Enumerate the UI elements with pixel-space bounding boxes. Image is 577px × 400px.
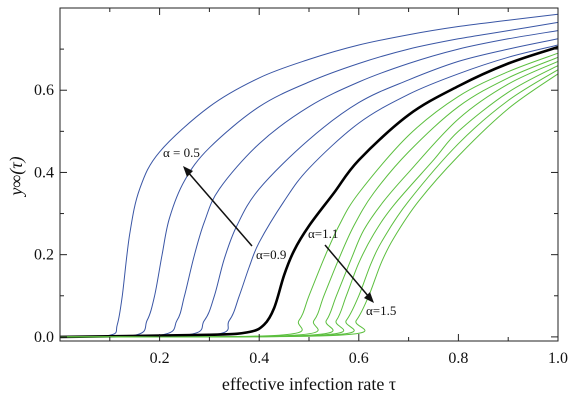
x-tick-label: 0.4 xyxy=(249,350,269,367)
annotation-alpha-0-9: α=0.9 xyxy=(256,247,286,262)
x-tick-label: 0.2 xyxy=(150,350,170,367)
x-axis-title: effective infection rate τ xyxy=(222,374,396,394)
ticks-layer: 0.2 0.4 0.6 0.8 1.0 0.0 0.2 0.4 0.6 xyxy=(34,8,568,367)
series-line-high-alpha-7 xyxy=(59,56,559,338)
annotation-alpha-1-1: α=1.1 xyxy=(308,226,338,241)
y-axis-title: y∞(τ) xyxy=(6,156,27,197)
series-line-high-alpha-11 xyxy=(59,73,559,338)
arrow-low-alpha xyxy=(186,170,253,247)
plot-frame xyxy=(59,7,559,342)
series-line-low-alpha-1 xyxy=(59,21,559,338)
series-line-low-alpha-0 xyxy=(59,13,559,338)
arrow-high-alpha xyxy=(324,244,370,298)
x-tick-label: 0.8 xyxy=(448,350,468,367)
y-tick-label: 0.0 xyxy=(34,329,54,346)
x-tick-label: 0.6 xyxy=(349,350,369,367)
series-line-low-alpha-4 xyxy=(59,44,559,338)
series-line-high-alpha-6 xyxy=(59,52,559,338)
arrow-head-low-alpha xyxy=(183,166,193,177)
series-line-critical-5 xyxy=(59,45,559,339)
series-line-low-alpha-2 xyxy=(59,30,559,338)
x-tick-label: 1.0 xyxy=(548,350,568,367)
y-tick-label: 0.2 xyxy=(34,247,54,264)
y-tick-label: 0.6 xyxy=(34,82,54,99)
arrow-head-high-alpha xyxy=(364,292,374,303)
annotation-alpha-0-5: α = 0.5 xyxy=(163,145,200,160)
series-line-low-alpha-3 xyxy=(59,38,559,338)
y-tick-label: 0.4 xyxy=(34,164,54,181)
series-layer xyxy=(59,13,559,339)
annotation-group: α = 0.5 α=0.9 α=1.1 α=1.5 xyxy=(163,145,396,318)
annotation-alpha-1-5: α=1.5 xyxy=(366,303,396,318)
